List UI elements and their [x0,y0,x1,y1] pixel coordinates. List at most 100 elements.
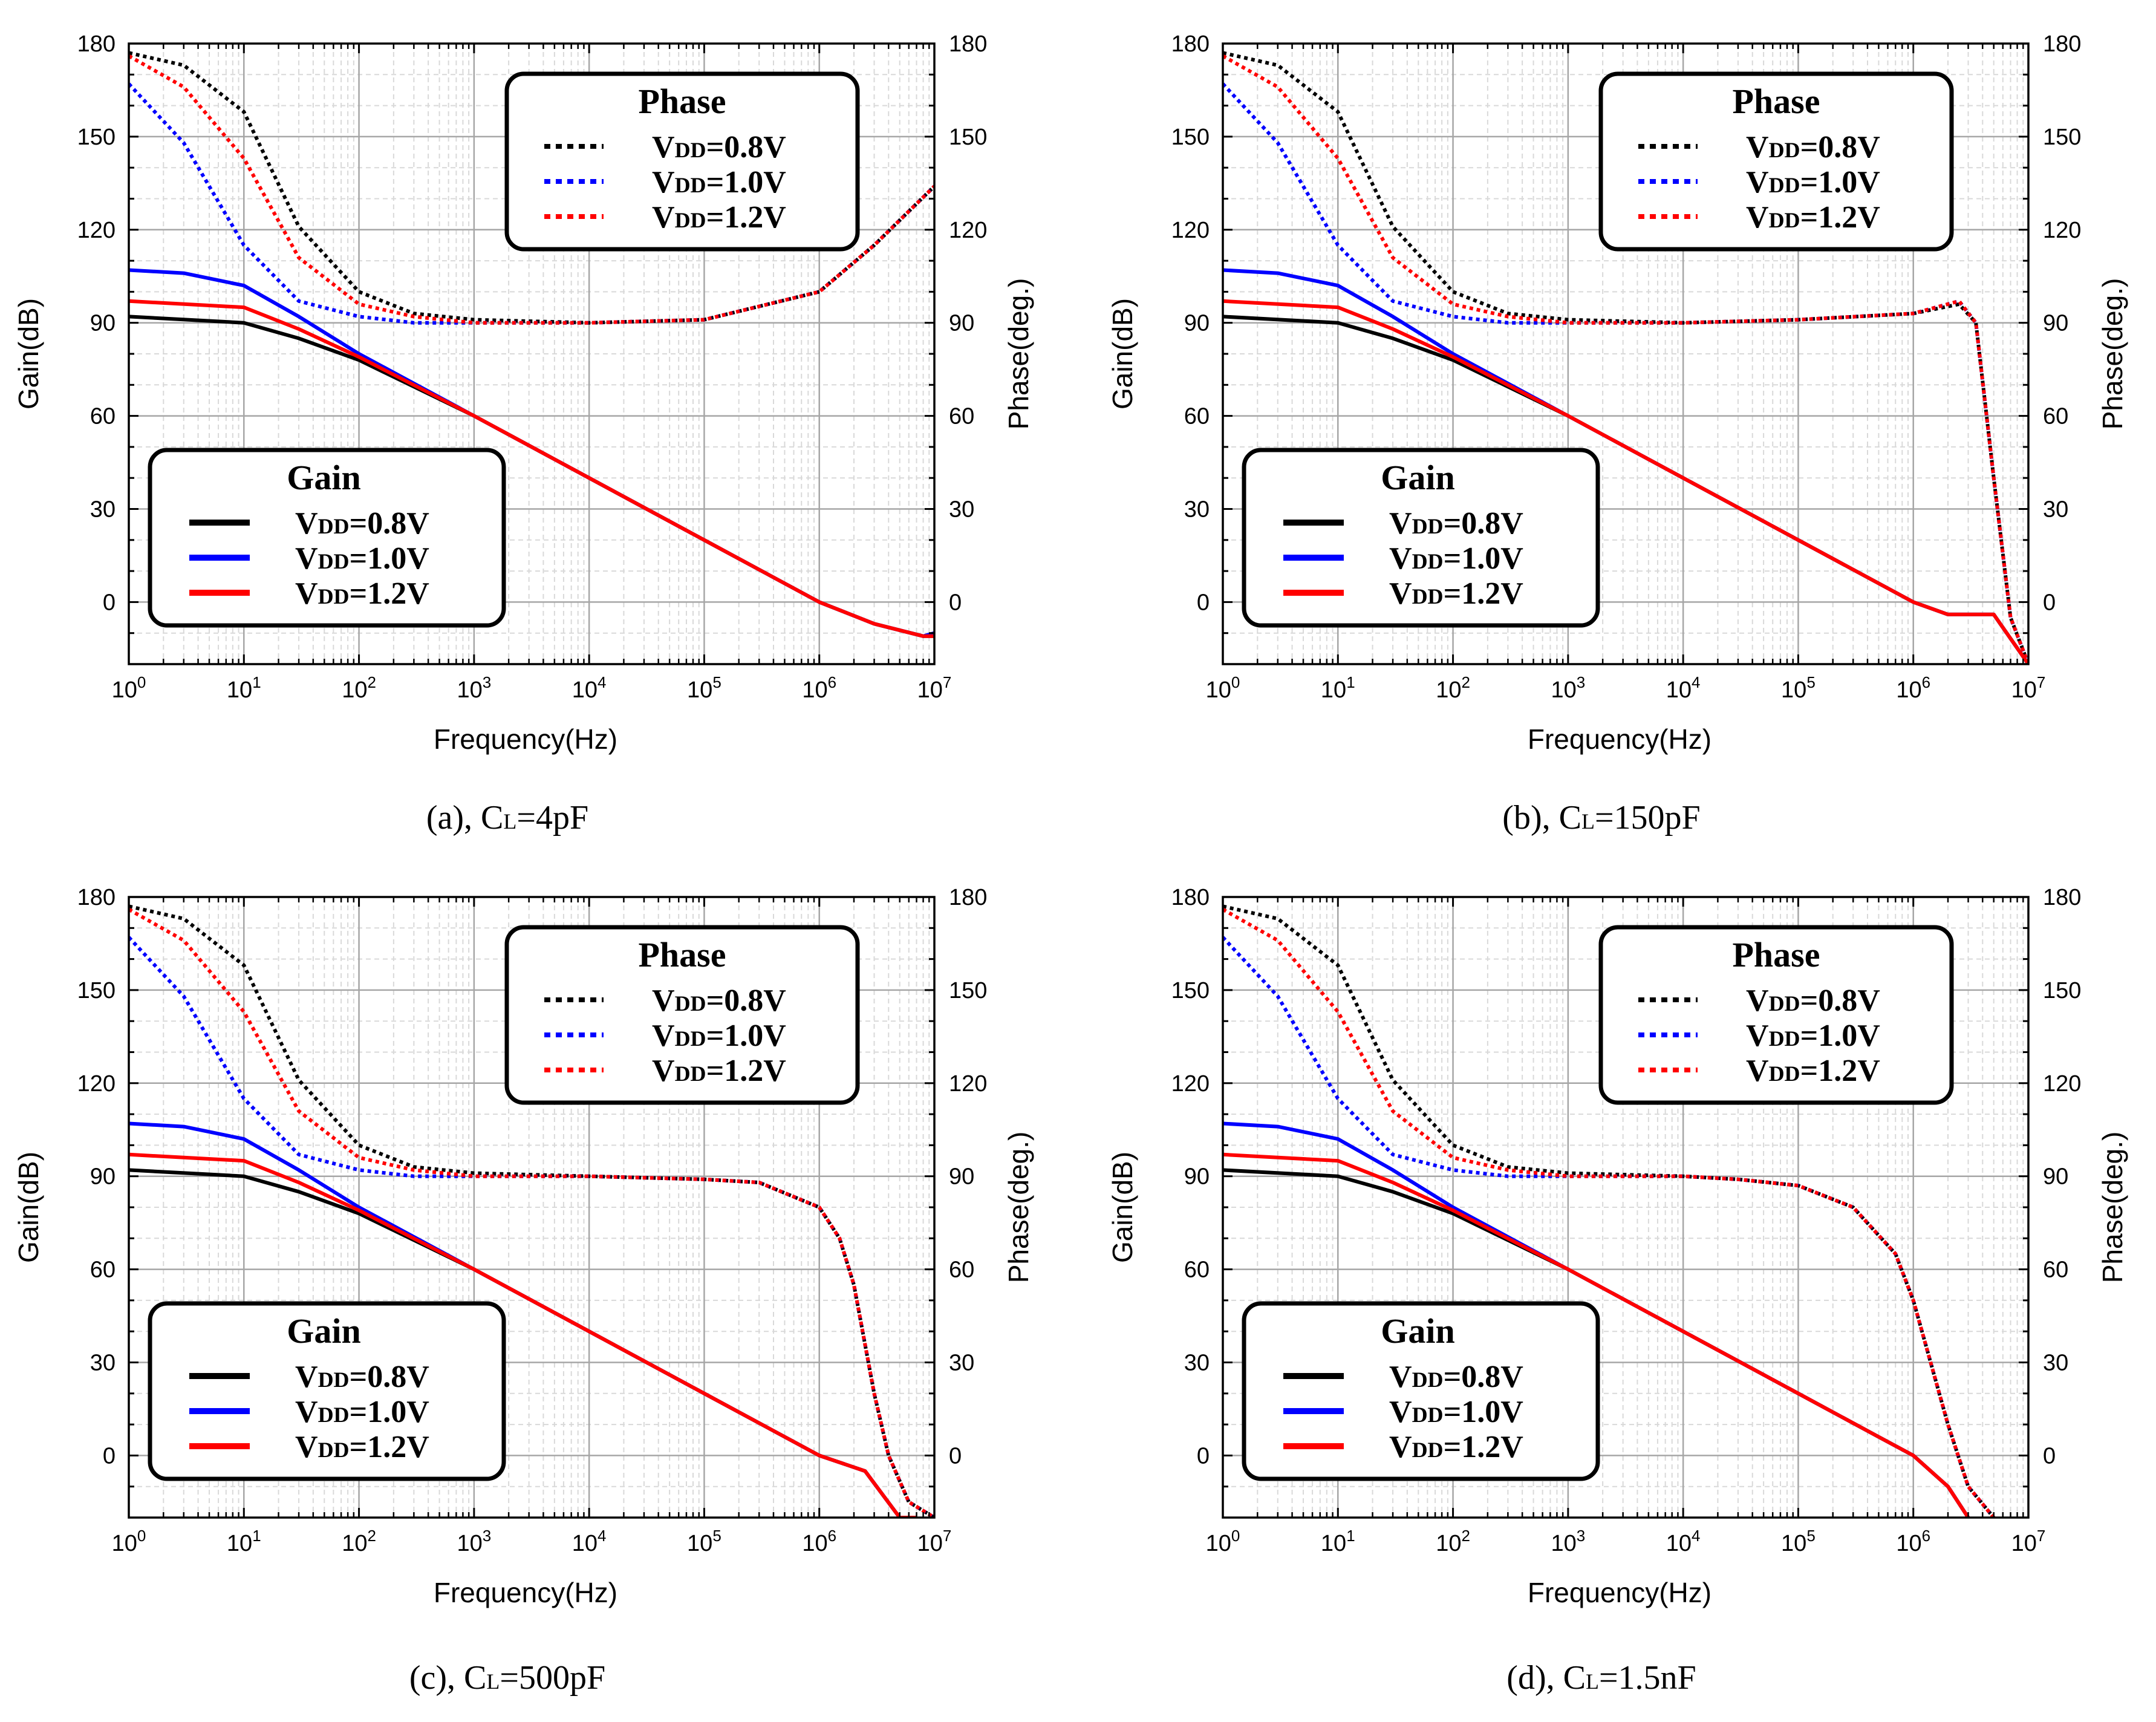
ticks [1222,896,2030,1519]
y-axis-label: Gain(dB) [13,298,44,409]
x-tick-label: 105 [687,673,721,703]
series-group [1223,904,1996,1518]
y2-tick-label: 180 [2043,885,2081,910]
series-group [129,51,934,638]
x-tick-label: 104 [1666,1527,1701,1556]
gain-legend-entry: VDD=1.2V [295,1430,429,1464]
x-tick-label: 107 [2011,673,2046,703]
y-tick-label: 90 [1184,1164,1210,1190]
panel-caption: (d), CL=1.5nF [1506,1659,1696,1697]
series-group [129,904,934,1518]
y2-tick-label: 180 [949,885,987,910]
y-tick-label: 30 [90,1351,116,1376]
x-tick-label: 101 [227,673,261,703]
x-tick-label: 100 [112,673,146,703]
phase-legend-entry: VDD=1.0V [1746,1019,1880,1053]
gain-legend-entry: VDD=1.0V [295,1395,429,1429]
y-tick-label: 90 [90,311,116,336]
y2-tick-label: 60 [2043,404,2068,429]
panel-b: 100 101 102 103 104 105 106 107 0 0 30 30 60 60 90 90 12… [1107,31,2128,837]
y2-tick-label: 90 [2043,1164,2068,1190]
x-tick-label: 103 [1551,1527,1585,1556]
y2-tick-label: 30 [2043,1351,2068,1376]
x-tick-label: 104 [572,1527,607,1556]
y-axis-label: Gain(dB) [1107,1152,1138,1263]
y-axis-label: Gain(dB) [13,1152,44,1263]
gain-legend-box [148,448,506,628]
y2-tick-label: 60 [949,1257,974,1283]
phase-legend-title: Phase [1733,935,1820,974]
phase-legend-box [504,925,860,1105]
x-tick-label: 103 [457,673,491,703]
phase-series-line-3 [129,54,934,325]
y-tick-label: 150 [1171,125,1210,150]
gain-legend-title: Gain [1381,458,1455,497]
y-tick-label: 30 [90,497,116,523]
phase-legend-title: Phase [639,935,726,974]
y2-tick-label: 60 [949,404,974,429]
phase-legend-box [504,71,860,252]
y2-tick-label: 0 [2043,590,2056,615]
x-tick-label: 102 [1436,1527,1470,1556]
x-tick-label: 101 [227,1527,261,1556]
x-tick-label: 104 [572,673,607,703]
gain-legend-entry: VDD=0.8V [295,1360,429,1394]
y-tick-label: 0 [103,1443,116,1469]
gain-series-line-3 [1223,1152,1970,1518]
panel-caption: (c), CL=500pF [409,1659,605,1697]
gain-legend-title: Gain [287,1311,361,1351]
y2-axis-label: Phase(deg.) [1003,1132,1034,1283]
y-tick-label: 30 [1184,1351,1210,1376]
gain-legend-title: Gain [287,458,361,497]
y-tick-label: 120 [77,218,116,243]
x-tick-label: 104 [1666,673,1701,703]
y-tick-label: 120 [1171,1071,1210,1097]
x-tick-label: 100 [1206,673,1240,703]
phase-legend-entry: VDD=1.0V [652,165,786,200]
gain-legend-entry: VDD=1.2V [295,576,429,611]
y-tick-label: 180 [1171,31,1210,57]
y2-tick-label: 30 [949,1351,974,1376]
gain-legend-box [1242,448,1600,628]
x-tick-label: 100 [1206,1527,1240,1556]
x-tick-label: 102 [1436,673,1470,703]
gain-series-line-3 [129,1152,917,1518]
y-tick-label: 180 [77,885,116,910]
y-tick-label: 90 [1184,311,1210,336]
y2-tick-label: 180 [949,31,987,57]
x-tick-label: 106 [802,1527,836,1556]
phase-legend-entry: VDD=1.2V [1746,1054,1880,1088]
gain-legend-entry: VDD=1.0V [295,541,429,576]
y2-tick-label: 90 [2043,311,2068,336]
y2-tick-label: 0 [2043,1443,2056,1469]
gain-legend-entry: VDD=0.8V [1389,1360,1523,1394]
panel-a: 100 101 102 103 104 105 106 107 0 0 30 30 60 60 90 90 12… [13,31,1034,837]
series-group [1223,51,2028,664]
y2-tick-label: 120 [949,1071,987,1097]
y-tick-label: 30 [1184,497,1210,523]
y2-axis-label: Phase(deg.) [1003,278,1034,430]
x-tick-label: 106 [802,673,836,703]
phase-legend-entry: VDD=0.8V [1746,983,1880,1018]
ticks [128,42,936,665]
phase-legend-entry: VDD=1.2V [1746,200,1880,235]
panel-caption: (b), CL=150pF [1502,799,1700,837]
y2-tick-label: 150 [2043,978,2081,1003]
x-tick-label: 105 [1781,673,1816,703]
y2-tick-label: 150 [949,125,987,150]
y-tick-label: 0 [1197,1443,1210,1469]
y2-tick-label: 0 [949,590,962,615]
y-axis-label: Gain(dB) [1107,298,1138,409]
y-tick-label: 120 [1171,218,1210,243]
x-tick-label: 105 [687,1527,721,1556]
gain-legend-entry: VDD=0.8V [295,506,429,541]
phase-legend-box [1598,71,1954,252]
phase-legend-entry: VDD=1.0V [1746,165,1880,200]
x-tick-label: 101 [1321,673,1355,703]
y-tick-label: 120 [77,1071,116,1097]
